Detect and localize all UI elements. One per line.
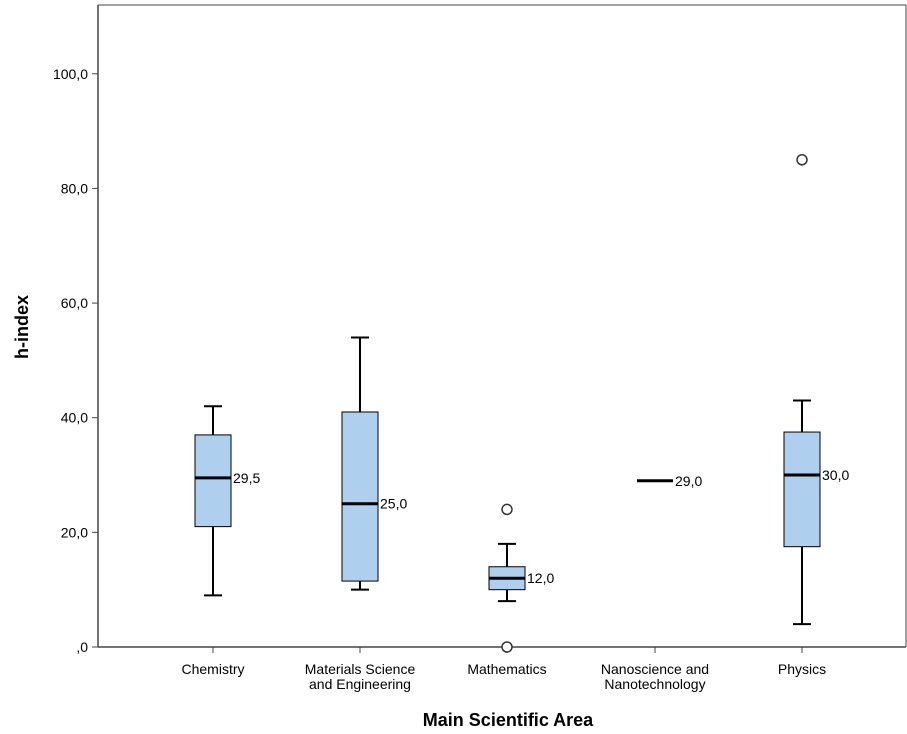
y-axis-title: h-index: [12, 295, 32, 359]
x-category-label: Physics: [778, 661, 826, 677]
x-axis-title: Main Scientific Area: [423, 710, 594, 730]
y-tick-label: 40,0: [61, 410, 88, 426]
median-value-label: 29,5: [233, 470, 260, 486]
boxes: 29,5 25,0 12,0 29,0 30,0: [194, 154, 849, 653]
x-category-label: Materials Science: [305, 661, 416, 677]
x-category-label: Mathematics: [467, 661, 546, 677]
x-category-label: Chemistry: [181, 661, 244, 677]
y-tick-label: ,0: [76, 639, 88, 655]
iqr-box: [194, 434, 232, 528]
y-tick-label: 60,0: [61, 295, 88, 311]
x-category-label: and Engineering: [309, 676, 411, 692]
median-value-label: 12,0: [527, 570, 554, 586]
iqr-box: [341, 411, 379, 582]
iqr-box: [783, 431, 821, 548]
median-value-label: 25,0: [380, 496, 407, 512]
median-value-label: 30,0: [822, 467, 849, 483]
outlier-point: [796, 154, 808, 166]
y-tick-label: 80,0: [61, 180, 88, 196]
x-category-label: Nanoscience and: [601, 661, 709, 677]
median-value-label: 29,0: [675, 473, 702, 489]
outlier-point: [501, 503, 513, 516]
outlier-point: [501, 641, 513, 653]
x-category-label: Nanotechnology: [604, 676, 705, 692]
axes: ,0 20,0 40,0 60,0 80,0 100,0 Chemistry Material…: [53, 4, 907, 692]
y-tick-label: 100,0: [53, 66, 88, 82]
y-tick-label: 20,0: [61, 524, 88, 540]
